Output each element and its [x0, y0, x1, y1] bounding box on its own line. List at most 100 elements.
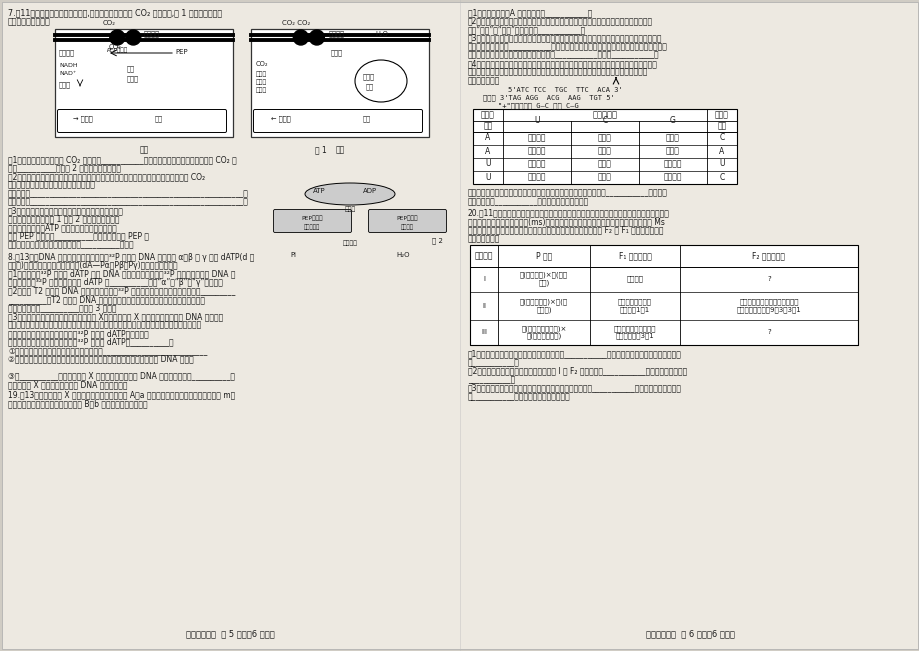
Text: 态的 PEP 罿化酶的__________减弱，从而影响 PEP 罿: 态的 PEP 罿化酶的__________减弱，从而影响 PEP 罿 [8, 232, 149, 240]
Text: 于___________。: 于___________。 [468, 358, 519, 367]
Text: "+"位的煅基由 G—C 变为 C—G: "+"位的煅基由 G—C 变为 C—G [497, 102, 578, 109]
Bar [55, 29, 233, 137]
Text: 5'ATC TCC  TGC  TTC  ACA 3': 5'ATC TCC TGC TTC ACA 3' [507, 87, 622, 92]
Text: 苹果酸的生成。结合图 1 和图 2 分析可知，其原因: 苹果酸的生成。结合图 1 和图 2 分析可知，其原因 [8, 214, 119, 223]
Text: 预期结果：_______________________________________________________。: 预期结果：___________________________________… [8, 197, 249, 206]
Text: （2）在不考虑染色体互换的情况下，组合 I 中 F₂ 的基因型有___________种，其表型及比例为: （2）在不考虑染色体互换的情况下，组合 I 中 F₂ 的基因型有________… [468, 367, 686, 376]
Text: C: C [602, 116, 607, 125]
Text: 苹果酸: 苹果酸 [255, 87, 267, 92]
Text: 来自__________（答出 2 项生物化学反应）。: 来自__________（答出 2 项生物化学反应）。 [8, 163, 121, 173]
Text: PEP罿化酶: PEP罿化酶 [396, 215, 417, 221]
Text: 异亮氨酸: 异亮氨酸 [528, 133, 546, 143]
Text: 对其为完全显性。某实验室进行了如下表所示的杂交实验，表中的 F₂ 由 F₁ 个体自交获得。: 对其为完全显性。某实验室进行了如下表所示的杂交实验，表中的 F₂ 由 F₁ 个体… [468, 225, 663, 234]
Text: 草果酸: 草果酸 [255, 71, 267, 77]
Text: 第三个
字母: 第三个 字母 [714, 111, 728, 130]
Text: 去磷酸化: 去磷酸化 [342, 240, 357, 246]
Text: 白天: 白天 [335, 145, 345, 154]
Text: 循环: 循环 [366, 84, 374, 90]
FancyBboxPatch shape [273, 210, 351, 232]
Text: __________。T2 噬菌体 DNA 在大肠杆菌中复制时，大肠杆菌可以在复制过程中提: __________。T2 噬菌体 DNA 在大肠杆菌中复制时，大肠杆菌可以在复… [8, 295, 205, 304]
Text: 苏氨酸: 苏氨酸 [597, 146, 611, 156]
Text: 液泡: 液泡 [363, 116, 370, 122]
Text: 大麦染色体上的雄性不育基因(ms)，该基因导致植株不能产生花粉，野生型中可育基因 Ms: 大麦染色体上的雄性不育基因(ms)，该基因导致植株不能产生花粉，野生型中可育基因… [468, 217, 664, 226]
Text: 示脱氢)上三个磷酸基团所处的位置(dA—Pα～Pβ～Pγ)。回答下列问题：: 示脱氢)上三个磷酸基团所处的位置(dA—Pα～Pβ～Pγ)。回答下列问题： [8, 261, 178, 270]
Text: （3）夜晚，芦药叶肉细胞的细胞呼吸减弱会影响细胞中: （3）夜晚，芦药叶肉细胞的细胞呼吸减弱会影响细胞中 [8, 206, 124, 215]
Text: 乙病是常染色体显性遗传病，由基因 B、b 控制。回答下列问题：: 乙病是常染色体显性遗传病，由基因 B、b 控制。回答下列问题： [8, 399, 147, 408]
Text: （填“男孩”或“女孩”），原因是___________。: （填“男孩”或“女孩”），原因是___________。 [468, 25, 585, 34]
Text: ___________。: ___________。 [468, 375, 515, 384]
Bar [470, 245, 857, 344]
Text: 叶绿体: 叶绿体 [127, 75, 139, 81]
Text: 气孔开放: 气孔开放 [143, 31, 159, 37]
Bar [472, 109, 736, 184]
Text: ?: ? [766, 329, 770, 335]
Text: 淠粉: 淠粉 [127, 65, 135, 72]
Text: 则说明药物 X 能抑制肿瘾细胞内 DNA 分子的复制。: 则说明药物 X 能抑制肿瘾细胞内 DNA 分子的复制。 [8, 380, 128, 389]
Text: 丝氨酸: 丝氨酸 [597, 173, 611, 182]
Text: 回答下列问题：: 回答下列问题： [468, 234, 500, 243]
Text: 杂交组合: 杂交组合 [474, 251, 493, 260]
Text: A: A [719, 146, 724, 156]
Text: 气孔关闭: 气孔关闭 [328, 31, 345, 37]
Text: ← 苹果酸: ← 苹果酸 [271, 116, 290, 122]
Text: 第二个字母: 第二个字母 [592, 110, 617, 119]
Text: （3）科研人员研发了一种新的抗肿瘾药物 X，为探究药物 X 能否抑制肿瘾细胞内 DNA 分子的复: （3）科研人员研发了一种新的抗肿瘾药物 X，为探究药物 X 能否抑制肿瘾细胞内 … [8, 312, 223, 321]
Text: 代___________，则说明该个体是纯合子。: 代___________，则说明该个体是纯合子。 [468, 392, 570, 401]
Text: 苹果酸: 苹果酸 [59, 81, 71, 88]
Text: → 苹果酸: → 苹果酸 [73, 116, 93, 122]
Text: F₂ 表型及比例: F₂ 表型及比例 [752, 251, 785, 260]
Text: 图。回答下列问题：: 图。回答下列问题： [8, 17, 51, 26]
Bar [59, 111, 225, 131]
Text: （4）甲病是由某种酶的结构异常而不能行使正常功能所导致的疾病，对控制该酶合成的基因: （4）甲病是由某种酶的结构异常而不能行使正常功能所导致的疾病，对控制该酶合成的基… [468, 59, 657, 68]
Text: （2）若以苹果酸含量为检测指标，请设计实验来验证在干旱环境中芦药存在这种特殊的 CO₂: （2）若以苹果酸含量为检测指标，请设计实验来验证在干旱环境中芦药存在这种特殊的 … [8, 172, 205, 181]
Text: （3）某仅患甲病的男性与某仅患乙病的女性婚配，生下一个仅患甲病的男孩，由此可推测，该: （3）某仅患甲病的男性与某仅患乙病的女性婚配，生下一个仅患甲病的男孩，由此可推测… [468, 33, 662, 42]
Text: CO₂: CO₂ [255, 61, 268, 67]
Text: 褐色可育: 褐色可育 [626, 275, 642, 283]
Text: 图 2: 图 2 [431, 238, 442, 244]
Text: 苯丙氨酸: 苯丙氨酸 [528, 159, 546, 169]
Text: 《高三生物学  第 6 页（兲6 页）》: 《高三生物学 第 6 页（兲6 页）》 [645, 629, 733, 638]
FancyBboxPatch shape [254, 109, 422, 133]
Text: 20.（11分）大麦是一种高度自交的农作物，根据通过杂交培育子代，研究人员偶然发现了位于: 20.（11分）大麦是一种高度自交的农作物，根据通过杂交培育子代，研究人员偶然发… [468, 208, 669, 217]
Text: CO₂: CO₂ [108, 44, 121, 50]
Text: C: C [719, 133, 724, 143]
Text: CO₂: CO₂ [103, 20, 116, 26]
Text: U: U [719, 159, 724, 169]
Text: ②科研人员将甲、乙两组细胞置于适宜条件下培养一段时间后，分别提取 DNA 并检测: ②科研人员将甲、乙两组细胞置于适宜条件下培养一段时间后，分别提取 DNA 并检测 [8, 355, 194, 363]
Text: II: II [482, 303, 485, 309]
Text: U: U [534, 116, 539, 125]
Text: 与正常基因进行对比分析可知，只有一个位点的煅基序列发生了改变，如图所示，表格为: 与正常基因进行对比分析可知，只有一个位点的煅基序列发生了改变，如图所示，表格为 [468, 68, 648, 77]
Text: 化酶的活化，同时苹果酸生成所需的__________减少。: 化酶的活化，同时苹果酸生成所需的__________减少。 [8, 240, 134, 249]
Text: A: A [485, 133, 490, 143]
Text: 丝氨酸: 丝氨酸 [665, 133, 679, 143]
Text: ①根据以上信息分析，乙组中还添加的条件是___________________________: ①根据以上信息分析，乙组中还添加的条件是____________________… [8, 346, 207, 355]
Text: 乙组：小鼠的肿瘾细胞＋培养液＋³²P 标记的 dATP＋__________。: 乙组：小鼠的肿瘾细胞＋培养液＋³²P 标记的 dATP＋__________。 [8, 337, 174, 346]
Text: 液泡: 液泡 [154, 116, 163, 122]
Text: 甲(褐色可育)×乙(黄色
不育): 甲(褐色可育)×乙(黄色 不育) [519, 272, 567, 286]
Text: 子上，则带有³²P 的磷酸基团应在 dATP 的__________（填“α”、“β”或“γ”）位上。: 子上，则带有³²P 的磷酸基团应在 dATP 的__________（填“α”、… [8, 278, 222, 287]
Text: 实验思路：_______________________________________________________。: 实验思路：___________________________________… [8, 189, 249, 198]
Text: 精氨酸: 精氨酸 [665, 146, 679, 156]
Text: ADP: ADP [363, 188, 377, 194]
Ellipse shape [305, 183, 394, 205]
Text: 夫妇的基因型分别是___________。该夫妇已经怀上二胎，为了确定胎儿是否患乙病，有人: 夫妇的基因型分别是___________。该夫妇已经怀上二胎，为了确定胎儿是否患… [468, 42, 667, 51]
Circle shape [109, 30, 125, 45]
Text: 图 1: 图 1 [315, 145, 326, 154]
Text: 丙(椭圆粒可育)×丁(长
粒不育): 丙(椭圆粒可育)×丁(长 粒不育) [519, 298, 567, 312]
Text: （2）若将 T2 噬菌体 DNA 分子的两条链都用³²P 进行标记，请简要叙述操作步骤：_________: （2）若将 T2 噬菌体 DNA 分子的两条链都用³²P 进行标记，请简要叙述操… [8, 286, 235, 296]
Text: 是细胞呼吸减弱，ATP 生成减少，导致对非活化状: 是细胞呼吸减弱，ATP 生成减少，导致对非活化状 [8, 223, 117, 232]
Text: 制，科研人员将小鼠的肿瘾细胞随机均分为甲、乙两组，两组的处理方式如下（不考虑用量）：: 制，科研人员将小鼠的肿瘾细胞随机均分为甲、乙两组，两组的处理方式如下（不考虑用量… [8, 320, 202, 329]
Text: P 亲本: P 亲本 [535, 251, 551, 260]
Text: U: U [484, 173, 490, 182]
Text: ?: ? [766, 276, 770, 282]
Text: A: A [485, 146, 490, 156]
FancyBboxPatch shape [369, 210, 446, 232]
Text: 部分密码子表。: 部分密码子表。 [468, 76, 500, 85]
Text: 椭圆粒可育：椭圆
粒不育＝1：1: 椭圆粒可育：椭圆 粒不育＝1：1 [618, 298, 652, 312]
Text: NADH: NADH [59, 63, 77, 68]
Text: （1）芦药叶肉细胞中固定 CO₂ 的物质有___________，白天芦药进行光合作用所需要的 CO₂ 可: （1）芦药叶肉细胞中固定 CO₂ 的物质有___________，白天芦药进行光… [8, 155, 236, 164]
Text: 夜晚: 夜晚 [139, 145, 149, 154]
Text: ③若__________，则说明药物 X 不能抑制肿瘾细胞内 DNA 分子的复制；若__________，: ③若__________，则说明药物 X 不能抑制肿瘾细胞内 DNA 分子的复制… [8, 372, 234, 380]
Bar [251, 29, 428, 137]
Text: 第一个
字母: 第一个 字母 [481, 111, 494, 130]
